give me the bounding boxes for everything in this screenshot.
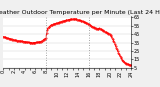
Title: Milwaukee Weather Outdoor Temperature per Minute (Last 24 Hours): Milwaukee Weather Outdoor Temperature pe… [0, 10, 160, 15]
